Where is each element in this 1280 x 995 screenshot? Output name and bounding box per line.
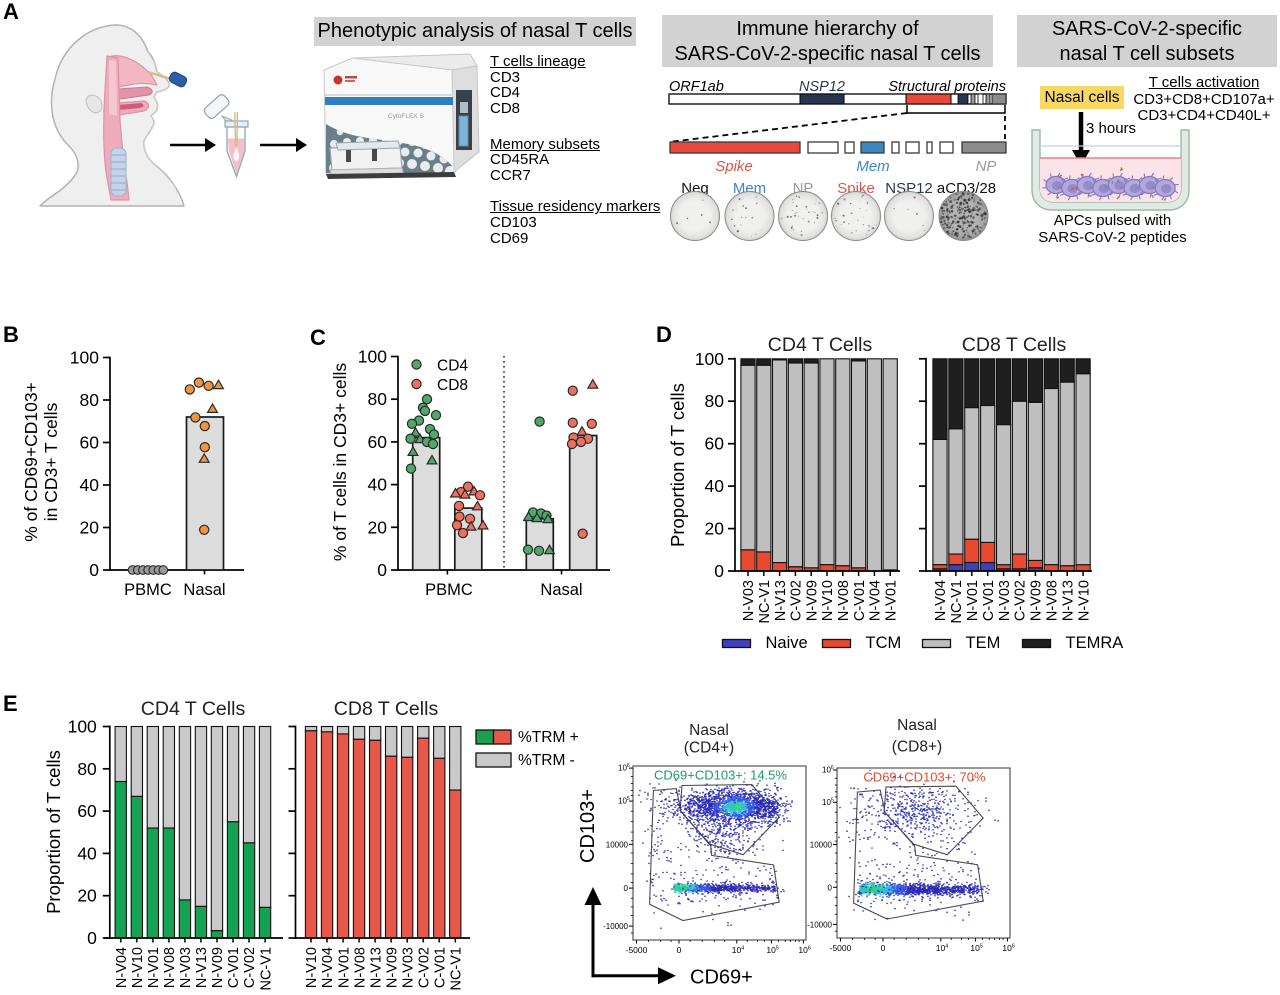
svg-text:N-V01: N-V01 bbox=[883, 580, 899, 621]
svg-text:0: 0 bbox=[677, 945, 682, 955]
svg-text:106: 106 bbox=[618, 763, 630, 772]
svg-text:% of CD69+CD103+: % of CD69+CD103+ bbox=[21, 382, 41, 542]
svg-text:C-V01: C-V01 bbox=[852, 580, 868, 621]
svg-text:100: 100 bbox=[358, 347, 387, 367]
svg-text:(CD8+): (CD8+) bbox=[892, 739, 942, 756]
svg-text:80: 80 bbox=[368, 389, 388, 409]
svg-text:N-V08: N-V08 bbox=[836, 580, 852, 621]
svg-text:105: 105 bbox=[822, 797, 834, 806]
svg-text:104: 104 bbox=[732, 945, 744, 955]
svg-text:CD4: CD4 bbox=[437, 358, 468, 375]
svg-text:CD8 T Cells: CD8 T Cells bbox=[962, 334, 1067, 356]
svg-text:40: 40 bbox=[368, 475, 388, 495]
svg-text:Nasal: Nasal bbox=[183, 581, 225, 599]
svg-text:20: 20 bbox=[80, 518, 100, 538]
svg-text:-5000: -5000 bbox=[626, 945, 648, 955]
svg-text:N-V10: N-V10 bbox=[820, 580, 836, 621]
svg-text:0: 0 bbox=[881, 943, 886, 953]
svg-text:Nasal: Nasal bbox=[897, 717, 937, 734]
svg-text:NSP12: NSP12 bbox=[885, 180, 933, 197]
svg-text:10000: 10000 bbox=[810, 841, 833, 850]
svg-text:CD69+: CD69+ bbox=[690, 967, 753, 989]
svg-text:-10000: -10000 bbox=[603, 922, 628, 931]
svg-text:106: 106 bbox=[822, 765, 834, 774]
svg-text:PBMC: PBMC bbox=[425, 581, 473, 599]
svg-text:0: 0 bbox=[714, 561, 724, 581]
svg-text:Spike: Spike bbox=[715, 158, 753, 175]
svg-text:CD8: CD8 bbox=[437, 377, 468, 394]
svg-text:0: 0 bbox=[828, 883, 833, 892]
svg-text:in CD3+ T cells: in CD3+ T cells bbox=[41, 403, 61, 522]
svg-text:60: 60 bbox=[80, 433, 100, 453]
svg-text:105: 105 bbox=[618, 796, 630, 805]
svg-text:20: 20 bbox=[705, 519, 725, 539]
svg-text:105: 105 bbox=[766, 945, 778, 955]
svg-text:NP: NP bbox=[976, 158, 997, 175]
svg-text:NC-V1: NC-V1 bbox=[757, 580, 773, 624]
svg-text:100: 100 bbox=[695, 349, 724, 369]
svg-text:N-V01: N-V01 bbox=[965, 580, 981, 621]
svg-text:ORF1ab: ORF1ab bbox=[669, 79, 724, 95]
svg-text:N-V04: N-V04 bbox=[868, 580, 884, 621]
svg-text:10000: 10000 bbox=[606, 840, 629, 849]
svg-text:Nasal: Nasal bbox=[540, 581, 582, 599]
svg-text:CD4 T Cells: CD4 T Cells bbox=[768, 334, 873, 356]
svg-text:Spike: Spike bbox=[837, 180, 875, 197]
svg-text:0: 0 bbox=[377, 560, 387, 580]
svg-text:N-V13: N-V13 bbox=[773, 580, 789, 621]
svg-text:Mem: Mem bbox=[856, 158, 889, 175]
svg-text:CD69+CD103+: 14.5%: CD69+CD103+: 14.5% bbox=[654, 768, 787, 783]
svg-text:60: 60 bbox=[705, 434, 725, 454]
svg-text:20: 20 bbox=[368, 517, 388, 537]
svg-text:CD69+CD103+: 70%: CD69+CD103+: 70% bbox=[863, 770, 986, 785]
svg-text:(CD4+): (CD4+) bbox=[684, 740, 734, 757]
svg-text:0: 0 bbox=[89, 560, 99, 580]
svg-text:Structural proteins: Structural proteins bbox=[888, 79, 1006, 95]
svg-text:Proportion of T cells: Proportion of T cells bbox=[667, 383, 688, 547]
svg-text:105: 105 bbox=[970, 943, 982, 953]
svg-text:80: 80 bbox=[80, 390, 100, 410]
svg-text:N-V03: N-V03 bbox=[997, 580, 1013, 621]
svg-text:PBMC: PBMC bbox=[124, 581, 172, 599]
svg-text:NC-V1: NC-V1 bbox=[949, 580, 965, 624]
svg-text:-10000: -10000 bbox=[807, 920, 832, 929]
svg-text:aCD3/28: aCD3/28 bbox=[937, 180, 996, 197]
svg-text:60: 60 bbox=[368, 432, 388, 452]
svg-text:40: 40 bbox=[80, 475, 100, 495]
svg-text:CytoFLEX S: CytoFLEX S bbox=[388, 113, 424, 120]
svg-text:0: 0 bbox=[624, 884, 629, 893]
svg-text:106: 106 bbox=[1002, 943, 1014, 953]
svg-text:NSP12: NSP12 bbox=[799, 79, 845, 95]
svg-text:N-V09: N-V09 bbox=[1029, 580, 1045, 621]
svg-text:N-V09: N-V09 bbox=[804, 580, 820, 621]
svg-text:106: 106 bbox=[798, 945, 810, 955]
svg-text:N-V03: N-V03 bbox=[741, 580, 757, 621]
svg-text:40: 40 bbox=[705, 476, 725, 496]
svg-text:80: 80 bbox=[705, 391, 725, 411]
svg-text:CD103+: CD103+ bbox=[577, 789, 599, 863]
svg-text:104: 104 bbox=[936, 943, 948, 953]
svg-text:% of T cells in CD3+ cells: % of T cells in CD3+ cells bbox=[330, 363, 350, 562]
svg-text:C-V02: C-V02 bbox=[1013, 580, 1029, 621]
svg-text:C-V02: C-V02 bbox=[789, 580, 805, 621]
svg-text:100: 100 bbox=[70, 348, 99, 368]
svg-text:Nasal: Nasal bbox=[689, 722, 729, 739]
svg-text:-5000: -5000 bbox=[830, 943, 852, 953]
svg-text:N-V04: N-V04 bbox=[933, 580, 949, 621]
svg-text:C-V01: C-V01 bbox=[981, 580, 997, 621]
